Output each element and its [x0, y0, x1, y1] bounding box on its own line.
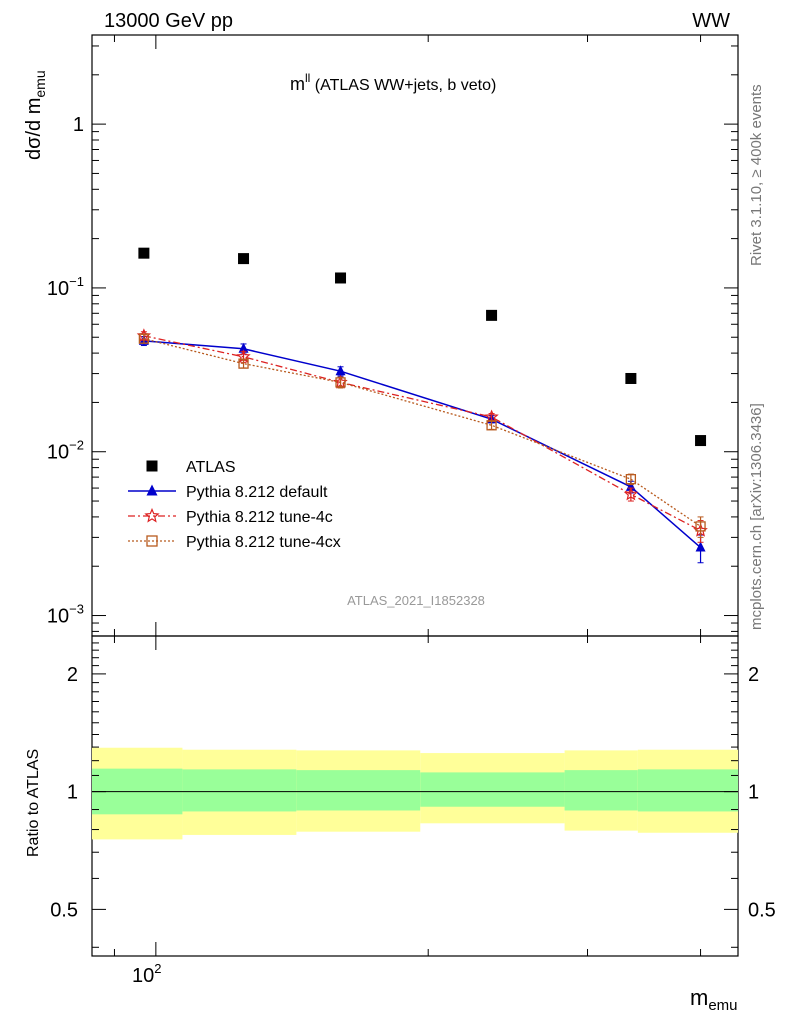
rivet-version-label: Rivet 3.1.10, ≥ 400k events [748, 84, 765, 266]
data-point-0-1 [238, 253, 250, 265]
series-layer [136, 247, 708, 564]
ratio-band-inner-5 [637, 769, 738, 812]
data-point-3-0 [138, 333, 150, 344]
data-point-3-5 [695, 521, 706, 532]
legend-label-1: Pythia 8.212 default [186, 484, 328, 501]
ratio-band-inner-4 [564, 770, 638, 811]
data-point-3-4 [625, 474, 637, 485]
data-point-1-2 [335, 365, 346, 376]
legend-marker-3 [146, 535, 158, 547]
ratio-y-tick-label-right: 0.5 [748, 899, 776, 921]
y-axis-label-ratio: Ratio to ATLAS [25, 749, 42, 857]
y-tick-labels: 1 10−1 10−2 10−3 2 2 1 1 0.5 0.5 [47, 114, 776, 921]
data-point-3-3 [486, 420, 497, 431]
data-point-0-2 [335, 272, 347, 284]
series-line-1 [143, 340, 702, 549]
header-energy-label: 13000 GeV pp [104, 10, 233, 32]
ratio-y-tick-label-left: 0.5 [50, 899, 78, 921]
series-line-3 [143, 338, 701, 527]
analysis-id: ATLAS_2021_I1852328 [347, 593, 485, 608]
ratio-band-inner-2 [296, 770, 421, 811]
data-point-1-1 [238, 342, 249, 353]
legend-marker-0 [146, 460, 158, 472]
y-axis-label-main: dσ/d memu [23, 70, 48, 160]
data-point-3-1 [238, 358, 249, 369]
legend-label-3: Pythia 8.212 tune-4cx [186, 534, 341, 551]
y-tick-label: 10−3 [47, 602, 84, 628]
header-process-label: WW [692, 10, 730, 32]
data-point-3-2 [335, 377, 346, 388]
ratio-y-tick-label-left: 2 [67, 664, 78, 686]
x-axis-label: memu [690, 985, 738, 1014]
data-point-2-4 [623, 486, 639, 501]
data-point-0-5 [695, 435, 707, 447]
x-tick-label-100: 102 [132, 961, 161, 987]
ratio-bands [92, 747, 738, 840]
legend-marker-2 [144, 507, 160, 523]
data-point-0-0 [138, 247, 150, 259]
y-tick-label: 10−2 [47, 438, 84, 464]
axis-ticks [92, 35, 738, 956]
legend: ATLAS Pythia 8.212 default Pythia 8.212 tu… [128, 459, 341, 551]
legend-label-0: ATLAS [186, 459, 236, 476]
ratio-y-tick-label-right: 1 [748, 782, 759, 804]
data-point-0-4 [625, 372, 637, 384]
ratio-y-tick-label-right: 2 [748, 664, 759, 686]
legend-marker-1 [146, 484, 158, 496]
ratio-band-inner-3 [420, 772, 565, 807]
ratio-y-tick-label-left: 1 [67, 782, 78, 804]
series-line-2 [143, 335, 701, 532]
data-point-1-5 [695, 541, 706, 552]
y-tick-label: 1 [73, 114, 84, 136]
plot-title: mll (ATLAS WW+jets, b veto) [290, 71, 496, 94]
ratio-band-inner-1 [182, 769, 297, 812]
data-point-2-3 [484, 409, 499, 424]
data-point-0-3 [486, 309, 498, 321]
legend-label-2: Pythia 8.212 tune-4c [186, 509, 333, 526]
mcplots-reference-label: mcplots.cern.ch [arXiv:1306.3436] [748, 403, 765, 630]
y-tick-label: 10−1 [47, 274, 84, 300]
